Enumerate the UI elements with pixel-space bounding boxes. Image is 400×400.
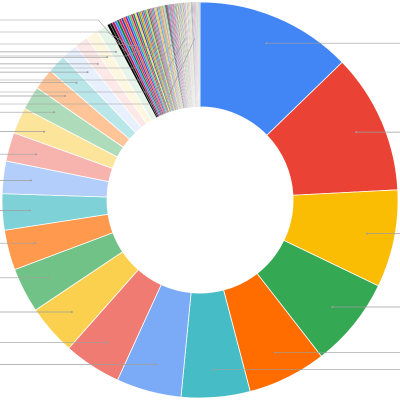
leader-dot-9 (70, 311, 73, 313)
leader-dot-17 (64, 95, 67, 97)
leader-dot-12 (29, 209, 31, 212)
leader-dot-1 (265, 42, 268, 45)
leader-dot-14 (35, 153, 37, 156)
leader-dot-19 (86, 71, 89, 74)
leader-dot-2 (355, 131, 358, 134)
leader-dot-18 (75, 81, 78, 84)
leader-dot-4 (331, 306, 334, 308)
tail-leader-line-5 (0, 41, 166, 69)
leader-dot-22 (115, 50, 117, 53)
leader-dot-8 (106, 341, 109, 344)
leader-dot-13 (29, 179, 32, 182)
leader-dot-20 (96, 62, 99, 65)
leader-dot-15 (43, 130, 46, 133)
tail-leader-line-1 (0, 19, 129, 55)
leader-lines-group (0, 19, 400, 371)
leader-dot-10 (47, 276, 50, 279)
leader-dot-16 (53, 111, 56, 114)
tail-leader-line-8 (0, 37, 196, 105)
tail-leader-line-3 (0, 43, 147, 47)
leader-dot-21 (106, 56, 109, 59)
tail-leader-line-7 (0, 38, 186, 93)
leader-dot-6 (212, 368, 215, 371)
tail-leader-line-4 (0, 43, 157, 57)
tail-leader-line-2 (0, 31, 138, 51)
donut-hole (106, 106, 294, 294)
leader-dot-5 (274, 351, 277, 354)
leader-dot-3 (365, 232, 368, 235)
leader-dot-11 (34, 242, 37, 245)
tail-leader-line-6 (0, 39, 176, 81)
leader-dot-7 (154, 363, 157, 366)
